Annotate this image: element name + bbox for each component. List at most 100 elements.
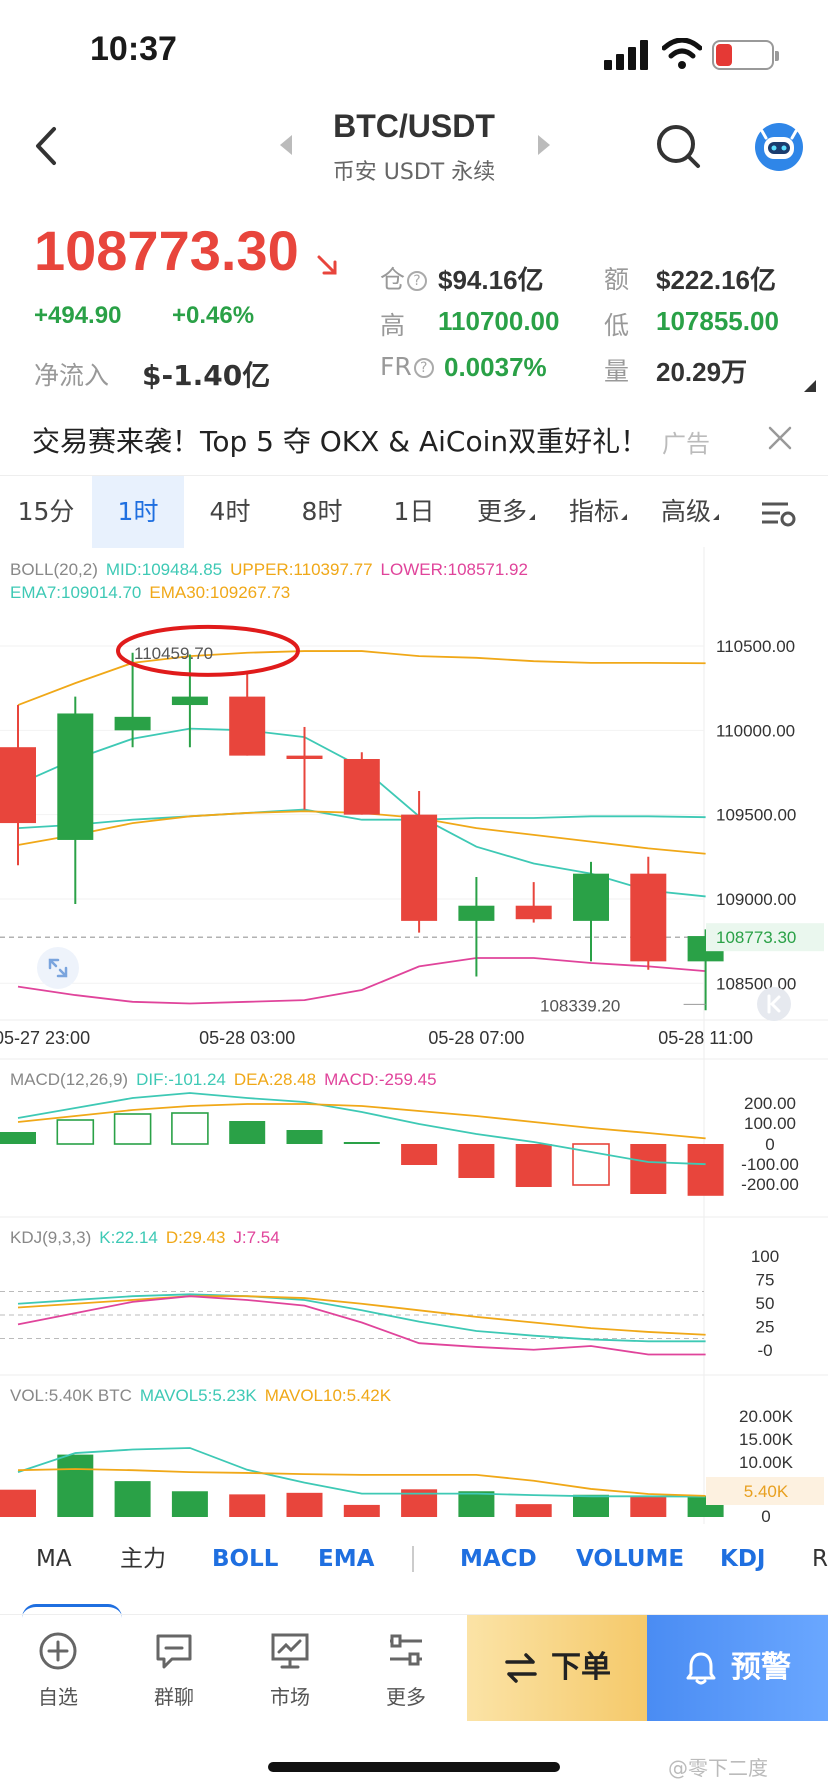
macd-histogram-bar (458, 1144, 495, 1178)
nav-market[interactable]: 市场 (232, 1615, 348, 1721)
macd-legend-dea: DEA:28.48 (233, 1070, 317, 1089)
status-time: 10:37 (90, 30, 177, 68)
indicator-tab-boll[interactable]: BOLL (212, 1546, 279, 1572)
tab-advanced[interactable]: 高级 (644, 476, 736, 548)
vol-legend-name: VOL:5.40K BTC (10, 1386, 132, 1405)
kdj-axis-label: 100 (751, 1247, 779, 1266)
indicator-tab-ma[interactable]: MA (36, 1546, 72, 1572)
current-volume-tag: 5.40K (744, 1482, 789, 1501)
indicator-tab-ema[interactable]: EMA (318, 1546, 375, 1572)
tab-8h[interactable]: 8时 (301, 497, 343, 526)
highlight-ellipse (116, 624, 300, 677)
scroll-to-latest-icon[interactable] (756, 986, 792, 1022)
close-icon[interactable] (766, 424, 794, 452)
high-price-marker: 110459.70 (134, 644, 213, 663)
kline-chart[interactable]: 110459.70 108339.20 110500.00 110000.00 109… (0, 547, 828, 1524)
dropdown-caret-icon (529, 514, 535, 520)
macd-legend-name: MACD(12,26,9) (10, 1070, 129, 1089)
candle-body (515, 905, 552, 920)
nav-watchlist-label: 自选 (38, 1685, 78, 1709)
macd-histogram-bar (286, 1130, 323, 1144)
indicator-tab-kdj[interactable]: KDJ (720, 1546, 766, 1572)
mavol5-line (17, 1447, 706, 1498)
volume-axis-label: 15.00K (739, 1430, 794, 1449)
kdj-j-line (17, 1295, 706, 1356)
tab-indicators[interactable]: 指标 (552, 476, 644, 548)
macd-legend-value: MACD:-259.45 (324, 1070, 437, 1089)
volume-value: 20.29万 (656, 357, 748, 387)
swap-arrows-icon (505, 1653, 537, 1683)
next-pair-arrow-icon[interactable] (538, 135, 550, 155)
tab-4h[interactable]: 4时 (209, 497, 251, 526)
candle-body (229, 696, 266, 756)
macd-legend-dif: DIF:-101.24 (136, 1070, 226, 1089)
macd-histogram-bar (687, 1144, 724, 1196)
volume-bar (573, 1494, 609, 1517)
tab-scroll-indicator (22, 1604, 122, 1618)
kdj-axis-label: 25 (756, 1318, 775, 1337)
volume-axis-label: 10.00K (739, 1453, 794, 1472)
ad-banner-text[interactable]: 交易赛来袭！Top 5 夺 OKX & AiCoin双重好礼！ (32, 425, 649, 458)
info-icon: ? (413, 358, 434, 378)
kdj-legend-d: D:29.43 (165, 1228, 226, 1247)
indicator-tab-more[interactable]: R (812, 1546, 828, 1572)
bottom-nav: 自选 群聊 市场 更多 下单 (0, 1614, 828, 1721)
prev-pair-arrow-icon[interactable] (280, 135, 292, 155)
battery-icon: 12 (712, 40, 779, 70)
indicator-tab-main-force[interactable]: 主力 (120, 1546, 166, 1572)
ema30-line (17, 810, 706, 855)
boll-legend-upper: UPPER:110397.77 (230, 560, 373, 579)
indicator-tab-macd[interactable]: MACD (460, 1546, 537, 1572)
kdj-legend-j: J:7.54 (233, 1228, 280, 1247)
chart-settings-icon[interactable] (758, 498, 798, 528)
current-price-tag: 108773.30 (716, 928, 796, 947)
volume-bar (515, 1504, 552, 1517)
expand-corner-icon[interactable] (804, 380, 816, 392)
timeframe-tabs: 15分 1时 4时 8时 1日 更多 指标 高级 (0, 475, 828, 548)
indicator-divider (412, 1546, 414, 1572)
candle-body (630, 873, 667, 962)
robot-avatar-icon[interactable] (754, 122, 804, 172)
tab-1h[interactable]: 1时 (92, 476, 184, 548)
indicator-tab-volume[interactable]: VOLUME (576, 1546, 685, 1572)
volume-label: 量 (604, 357, 630, 386)
low-value: 107855.00 (656, 306, 779, 336)
wifi-icon (662, 38, 702, 69)
nav-watchlist[interactable]: 自选 (0, 1615, 116, 1721)
back-icon[interactable] (34, 126, 58, 166)
low-label: 低 (604, 311, 630, 340)
order-button[interactable]: 下单 (467, 1615, 647, 1721)
alert-button[interactable]: 预警 (647, 1615, 828, 1721)
turnover-value: $222.16亿 (656, 265, 776, 295)
volume-bar (630, 1496, 667, 1517)
macd-histogram-bar (0, 1132, 36, 1144)
open-interest-value: $94.16亿 (438, 265, 544, 295)
nav-more[interactable]: 更多 (348, 1615, 464, 1721)
volume-axis-label: 0 (761, 1507, 770, 1524)
pair-title[interactable]: BTC/USDT (333, 108, 495, 144)
tab-more[interactable]: 更多 (460, 476, 552, 548)
add-circle-icon (39, 1632, 77, 1670)
home-indicator (268, 1762, 560, 1772)
search-icon[interactable] (654, 122, 702, 170)
macd-histogram-bar (572, 1143, 610, 1186)
tab-15m[interactable]: 15分 (17, 497, 75, 526)
fullscreen-icon[interactable] (36, 946, 80, 990)
boll-lower-line (17, 957, 706, 1005)
nav-chat[interactable]: 群聊 (116, 1615, 232, 1721)
tab-1d[interactable]: 1日 (393, 497, 435, 526)
volume-bar (229, 1494, 266, 1517)
current-volume-tag-bg (706, 1477, 824, 1505)
candle-body (458, 905, 495, 921)
funding-rate-label: FR? (380, 352, 434, 381)
indicator-tabs: MA 主力 BOLL EMA MACD VOLUME KDJ R (0, 1524, 828, 1594)
candle-body (171, 696, 208, 706)
boll-mid-line (17, 808, 706, 830)
price-change-percent: +0.46% (172, 302, 255, 329)
low-price-marker: 108339.20 (540, 996, 620, 1015)
volume-bar (0, 1489, 36, 1517)
macd-histogram-bar (171, 1112, 209, 1145)
mavol5-legend: MAVOL5:5.23K (139, 1386, 257, 1405)
boll-legend-mid: MID:109484.85 (105, 560, 223, 579)
time-axis-label: 05-27 23:00 (0, 1028, 90, 1048)
